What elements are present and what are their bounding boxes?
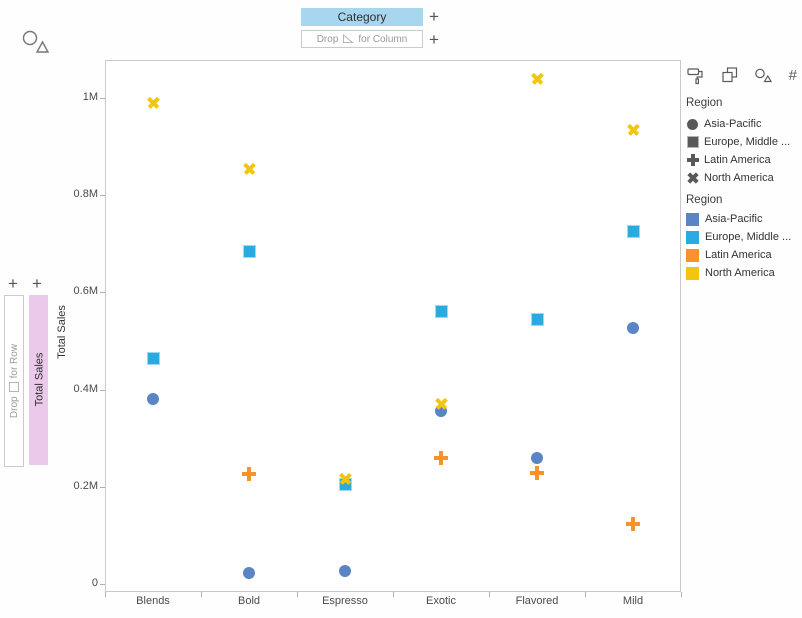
legend-item-color-3[interactable]: North America: [685, 265, 775, 281]
legend-label: Asia-Pacific: [705, 213, 763, 225]
legend-item-shape-plus[interactable]: Latin America: [685, 152, 771, 168]
color-legend-title: Region: [686, 194, 723, 206]
x-tick-mark: [393, 592, 394, 597]
y-tick-label: 0.4M: [73, 382, 98, 395]
y-tick-label: 0.6M: [73, 285, 98, 298]
data-point-Europe-Middle--Bold[interactable]: [242, 244, 256, 258]
legend-label: North America: [704, 172, 774, 184]
column-pill-category[interactable]: Category: [301, 8, 423, 26]
x-tick-mark: [105, 592, 106, 597]
circle-glyph-icon: [685, 117, 700, 132]
x-category-label: Flavored: [515, 595, 559, 607]
legend-item-color-1[interactable]: Europe, Middle ...: [685, 229, 791, 245]
add-row-button[interactable]: +: [8, 274, 18, 293]
data-point-Latin-America-Exotic[interactable]: [434, 450, 448, 465]
drop-row-prefix: Drop: [8, 396, 20, 419]
plus-glyph: [686, 154, 699, 166]
legend-item-shape-circle[interactable]: Asia-Pacific: [685, 116, 761, 132]
data-point-Asia-Pacific-Flavored[interactable]: [531, 451, 543, 464]
add-column-button[interactable]: +: [429, 7, 439, 26]
x-category-label: Exotic: [426, 595, 456, 607]
data-point-Europe-Middle--Blends[interactable]: [146, 352, 160, 366]
legend-toolbar: #: [687, 65, 797, 85]
drop-zone-column[interactable]: Drop for Column: [301, 30, 423, 48]
square-glyph-icon: [685, 135, 700, 150]
data-point-Latin-America-Mild[interactable]: [626, 516, 640, 531]
marker-bar: [439, 450, 443, 465]
scatter-shapes-icon[interactable]: [20, 28, 56, 58]
x-tick-mark: [297, 592, 298, 597]
y-tick-mark: [100, 389, 105, 391]
x-category-label: Blends: [136, 595, 170, 607]
data-point-Europe-Middle--Exotic[interactable]: [434, 305, 448, 319]
data-point-Europe-Middle--Flavored[interactable]: [530, 312, 544, 326]
x-tick-mark: [489, 592, 490, 597]
drop-row-suffix: for Row: [8, 343, 20, 379]
legend-item-color-2[interactable]: Latin America: [685, 247, 772, 263]
marker-bar: [631, 516, 635, 531]
data-point-Latin-America-Bold[interactable]: [242, 467, 256, 482]
row-pill-label: Total Sales: [33, 352, 45, 407]
legend-label: North America: [705, 267, 775, 279]
x-category-label: Espresso: [322, 595, 368, 607]
marker-bar: [535, 466, 539, 481]
data-point-Asia-Pacific-Bold[interactable]: [243, 566, 255, 579]
paint-roller-icon[interactable]: [687, 66, 706, 85]
circle-glyph: [687, 118, 698, 130]
legend-label: Latin America: [705, 249, 772, 261]
plus-glyph-icon: [685, 153, 700, 168]
square-placeholder-icon: [9, 382, 19, 393]
x-tick-mark: [681, 592, 682, 597]
drop-column-suffix: for Column: [358, 33, 408, 45]
square-glyph: [686, 136, 699, 148]
shape-legend-title: Region: [686, 97, 723, 109]
legend-label: Latin America: [704, 154, 771, 166]
data-point-Latin-America-Flavored[interactable]: [530, 466, 544, 481]
x-glyph: [684, 170, 701, 187]
data-point-Asia-Pacific-Blends[interactable]: [147, 393, 159, 406]
color-swatch: [686, 266, 699, 280]
number-icon[interactable]: #: [788, 66, 797, 84]
y-tick-mark: [100, 98, 105, 99]
x-tick-mark: [585, 592, 586, 597]
legend-label: Europe, Middle ...: [705, 231, 792, 243]
marker-bar: [247, 467, 251, 482]
marker-bar: [690, 154, 695, 166]
y-tick-label: 0: [91, 577, 98, 589]
plot-area[interactable]: [105, 60, 681, 592]
y-tick-mark: [100, 584, 105, 585]
x-glyph-icon: [685, 171, 700, 186]
y-tick-label: 0.8M: [73, 188, 98, 201]
drop-zone-row[interactable]: Drop for Row: [4, 295, 24, 467]
legend-item-shape-x[interactable]: North America: [685, 170, 774, 186]
shapes-icon[interactable]: [754, 67, 773, 83]
color-swatch: [686, 212, 699, 226]
color-swatch: [686, 230, 699, 244]
layers-icon[interactable]: [721, 66, 739, 84]
add-row-button-2[interactable]: +: [32, 274, 42, 293]
legend-label: Europe, Middle ...: [704, 136, 791, 148]
y-tick-mark: [100, 195, 105, 197]
y-tick-label: 1M: [82, 91, 98, 103]
data-point-Asia-Pacific-Espresso[interactable]: [339, 564, 351, 577]
drop-column-prefix: Drop: [316, 33, 339, 45]
diagonal-triangle-icon: [342, 34, 355, 44]
legend-item-shape-square[interactable]: Europe, Middle ...: [685, 134, 790, 150]
x-tick-mark: [201, 592, 202, 597]
legend-item-color-0[interactable]: Asia-Pacific: [685, 211, 762, 227]
data-point-Asia-Pacific-Mild[interactable]: [627, 321, 639, 334]
x-category-label: Mild: [622, 595, 644, 607]
y-tick-mark: [100, 486, 105, 488]
legend-label: Asia-Pacific: [704, 118, 762, 130]
row-pill-total-sales[interactable]: Total Sales: [29, 295, 48, 465]
y-tick-label: 0.2M: [73, 479, 98, 492]
data-point-Europe-Middle--Mild[interactable]: [626, 225, 640, 239]
add-column-button-2[interactable]: +: [429, 30, 439, 49]
y-tick-mark: [100, 292, 105, 294]
color-swatch: [686, 248, 699, 262]
x-category-label: Bold: [237, 595, 261, 607]
